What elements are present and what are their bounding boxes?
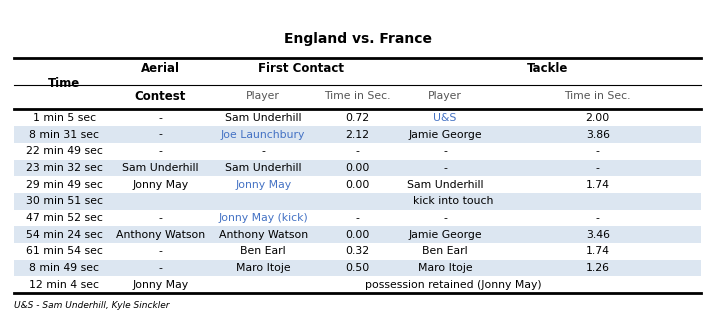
Text: 0.00: 0.00: [345, 163, 370, 173]
Text: Jonny May: Jonny May: [235, 180, 291, 190]
Text: England vs. France: England vs. France: [284, 32, 431, 46]
Text: possession retained (Jonny May): possession retained (Jonny May): [365, 280, 542, 290]
Text: 29 min 49 sec: 29 min 49 sec: [26, 180, 102, 190]
Text: Ben Earl: Ben Earl: [240, 246, 286, 256]
Text: 1.26: 1.26: [586, 263, 610, 273]
Text: Sam Underhill: Sam Underhill: [225, 113, 301, 123]
Text: -: -: [596, 163, 600, 173]
Bar: [14, 176, 701, 193]
Text: -: -: [596, 213, 600, 223]
Text: 0.72: 0.72: [345, 113, 370, 123]
Text: -: -: [443, 146, 447, 156]
Text: Contest: Contest: [134, 90, 186, 103]
Text: Ben Earl: Ben Earl: [422, 246, 468, 256]
Text: -: -: [596, 146, 600, 156]
Text: -: -: [261, 146, 265, 156]
Text: -: -: [158, 213, 162, 223]
Text: 3.46: 3.46: [586, 230, 610, 240]
Text: U&S: U&S: [433, 113, 457, 123]
Text: 1.74: 1.74: [586, 246, 610, 256]
Bar: [14, 210, 701, 226]
Text: -: -: [355, 213, 360, 223]
Text: Anthony Watson: Anthony Watson: [219, 230, 307, 240]
Bar: [14, 126, 701, 143]
Text: -: -: [158, 263, 162, 273]
Text: -: -: [355, 146, 360, 156]
Text: Jonny May (kick): Jonny May (kick): [218, 213, 308, 223]
Text: Time: Time: [48, 77, 80, 90]
Text: 30 min 51 sec: 30 min 51 sec: [26, 196, 102, 206]
Bar: [14, 276, 701, 293]
Text: Time in Sec.: Time in Sec.: [564, 91, 631, 101]
Text: Player: Player: [428, 91, 462, 101]
Bar: [14, 143, 701, 159]
Text: Player: Player: [246, 91, 280, 101]
Text: 0.32: 0.32: [345, 246, 370, 256]
Text: 8 min 31 sec: 8 min 31 sec: [29, 129, 99, 139]
Text: Sam Underhill: Sam Underhill: [225, 163, 301, 173]
Bar: [14, 193, 701, 210]
Text: First Contact: First Contact: [258, 62, 344, 75]
Text: Aerial: Aerial: [141, 62, 179, 75]
Text: Time in Sec.: Time in Sec.: [324, 91, 391, 101]
Text: Maro Itoje: Maro Itoje: [236, 263, 290, 273]
Text: 2.12: 2.12: [345, 129, 370, 139]
Text: 12 min 4 sec: 12 min 4 sec: [29, 280, 99, 290]
Text: U&S - Sam Underhill, Kyle Sinckler: U&S - Sam Underhill, Kyle Sinckler: [14, 301, 169, 310]
Text: -: -: [443, 213, 447, 223]
Text: -: -: [443, 163, 447, 173]
Text: Sam Underhill: Sam Underhill: [122, 163, 198, 173]
Text: -: -: [158, 113, 162, 123]
Text: 8 min 49 sec: 8 min 49 sec: [29, 263, 99, 273]
Bar: [14, 243, 701, 260]
Text: kick into touch: kick into touch: [413, 196, 494, 206]
Text: -: -: [158, 246, 162, 256]
Text: 61 min 54 sec: 61 min 54 sec: [26, 246, 102, 256]
Text: Jonny May: Jonny May: [132, 280, 188, 290]
Bar: [14, 159, 701, 176]
Text: Maro Itoje: Maro Itoje: [418, 263, 473, 273]
Text: Joe Launchbury: Joe Launchbury: [221, 129, 305, 139]
Text: 3.86: 3.86: [586, 129, 610, 139]
Bar: [14, 260, 701, 276]
Text: 23 min 32 sec: 23 min 32 sec: [26, 163, 102, 173]
Text: Jonny May: Jonny May: [132, 180, 188, 190]
Text: -: -: [158, 146, 162, 156]
Text: 2.00: 2.00: [586, 113, 610, 123]
Text: Tackle: Tackle: [527, 62, 568, 75]
Text: 1 min 5 sec: 1 min 5 sec: [32, 113, 96, 123]
Text: 54 min 24 sec: 54 min 24 sec: [26, 230, 102, 240]
Text: Sam Underhill: Sam Underhill: [407, 180, 483, 190]
Text: -: -: [158, 129, 162, 139]
Text: 1.74: 1.74: [586, 180, 610, 190]
Text: 0.00: 0.00: [345, 230, 370, 240]
Text: 22 min 49 sec: 22 min 49 sec: [26, 146, 102, 156]
Bar: [14, 109, 701, 126]
Text: 0.00: 0.00: [345, 180, 370, 190]
Text: Anthony Watson: Anthony Watson: [116, 230, 204, 240]
Text: 0.50: 0.50: [345, 263, 370, 273]
Text: 47 min 52 sec: 47 min 52 sec: [26, 213, 102, 223]
Bar: [14, 226, 701, 243]
Text: Jamie George: Jamie George: [408, 129, 482, 139]
Text: Jamie George: Jamie George: [408, 230, 482, 240]
